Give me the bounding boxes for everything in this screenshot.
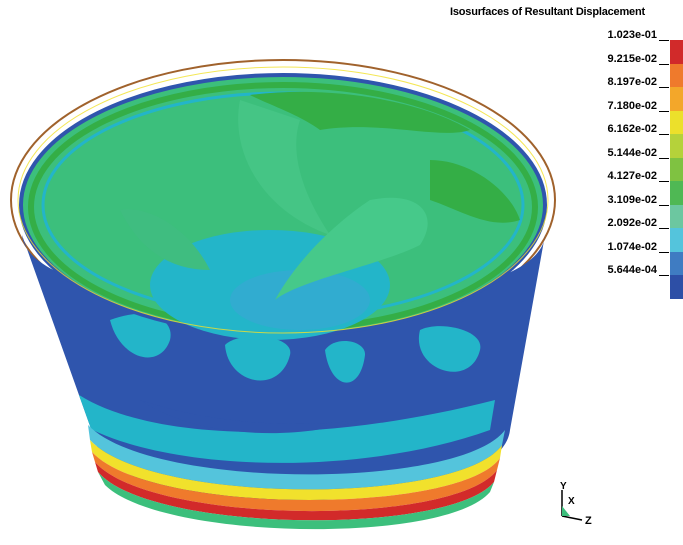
legend-label: 6.162e-02 — [607, 123, 657, 135]
legend-swatch — [670, 228, 683, 252]
legend-tick — [659, 134, 669, 135]
triad-x-label: X — [568, 496, 575, 507]
triad-plane-icon — [562, 506, 570, 516]
axis-triad: Y X Z — [552, 480, 602, 530]
legend-label: 1.023e-01 — [607, 29, 657, 41]
inner-dark-green-1 — [250, 91, 470, 133]
legend-tick — [659, 204, 669, 206]
legend-label: 3.109e-02 — [607, 193, 657, 206]
legend-tick — [659, 228, 669, 229]
legend-tick — [659, 40, 669, 41]
legend-swatch — [670, 275, 683, 299]
bottom-bands — [88, 425, 505, 530]
legend-tick — [659, 157, 669, 159]
vane-1 — [238, 100, 330, 235]
legend-swatch — [670, 157, 683, 181]
legend-swatch — [670, 87, 683, 111]
outer-shell-patches — [60, 313, 495, 463]
legend-label: 1.074e-02 — [607, 240, 657, 253]
legend-swatch — [670, 110, 683, 134]
legend-swatch — [670, 40, 683, 64]
legend-label: 7.180e-02 — [607, 99, 657, 112]
legend-label: 8.197e-02 — [607, 76, 657, 88]
legend-swatch — [670, 181, 683, 205]
legend-tick — [659, 87, 669, 88]
legend-tick — [659, 110, 669, 112]
central-dome-shade — [230, 270, 370, 330]
legend-tick — [659, 251, 669, 253]
legend-tick — [659, 275, 669, 276]
legend-label: 5.144e-02 — [607, 146, 657, 159]
triad-y-label: Y — [560, 481, 567, 492]
legend-swatch — [670, 134, 683, 158]
legend-label: 5.644e-04 — [607, 264, 657, 276]
z-axis-icon — [561, 515, 583, 521]
vane-3 — [120, 209, 210, 270]
legend-swatch — [670, 251, 683, 275]
rim-highlight — [17, 66, 549, 334]
legend-label: 4.127e-02 — [607, 170, 657, 182]
legend-label: 2.092e-02 — [607, 217, 657, 229]
legend-swatch — [670, 204, 683, 228]
triad-z-label: Z — [585, 515, 592, 527]
color-legend: 1.023e-01 9.215e-02 8.197e-02 7.180e-02 6.16… — [590, 29, 683, 299]
legend-tick — [659, 63, 669, 65]
legend-title: Isosurfaces of Resultant Displacement — [450, 6, 645, 18]
vane-2 — [275, 197, 428, 300]
inner-dark-green-2 — [430, 160, 520, 223]
legend-label: 9.215e-02 — [607, 52, 657, 65]
legend-tick — [659, 181, 669, 182]
legend-swatch — [670, 63, 683, 87]
